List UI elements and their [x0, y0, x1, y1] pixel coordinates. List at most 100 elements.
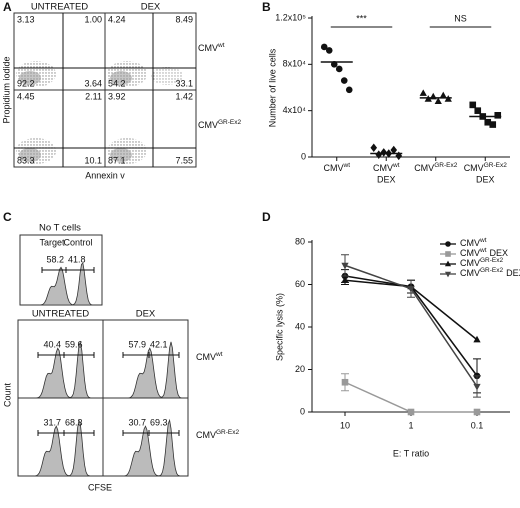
x-tick-label: 10: [340, 420, 350, 430]
y-tick-label: 8x10⁴: [283, 59, 307, 69]
marker: [345, 86, 353, 94]
histogram: [103, 418, 188, 477]
gate-value: 58.2: [46, 254, 64, 264]
marker: [473, 335, 481, 343]
marker: [407, 286, 415, 293]
quadrant-value: 87.1: [108, 155, 126, 165]
x-tick-label: CMVwt: [324, 162, 351, 174]
quadrant-value: 3.64: [84, 78, 102, 88]
marker: [419, 89, 427, 96]
marker: [370, 143, 378, 153]
y-tick-label: 20: [295, 364, 305, 374]
panel-label: A: [3, 0, 12, 14]
label-sup: GR-Ex2: [480, 267, 504, 274]
series-line: [344, 381, 477, 413]
label-base: CMV: [460, 258, 480, 268]
marker: [473, 408, 481, 416]
x-axis-label: CFSE: [88, 482, 112, 492]
x-tick-label: CMVGR-Ex2: [464, 162, 508, 174]
column-header: UNTREATED: [31, 2, 88, 13]
quadrant-value: 1.00: [84, 14, 102, 24]
marker: [484, 118, 492, 126]
y-axis-label: Count: [2, 383, 12, 408]
row-label: CMVGR-Ex2: [196, 429, 240, 441]
marker: [494, 112, 502, 119]
histogram: [18, 340, 103, 399]
x-tick-label: CMVwt: [373, 162, 400, 174]
marker: [341, 378, 349, 386]
x-tick-label-line2: DEX: [377, 174, 396, 184]
gate-value: 68.3: [65, 417, 83, 427]
y-axis-label: Propidium iodide: [1, 56, 11, 123]
cell-density: [151, 67, 183, 85]
y-tick-label: 4x10⁴: [283, 105, 307, 115]
gate-value: 59.6: [65, 339, 83, 349]
quadrant-value: 92.2: [17, 78, 35, 88]
gate-value: 57.9: [128, 339, 146, 349]
marker: [474, 107, 482, 114]
label-base: CMV: [460, 248, 480, 258]
label-sup: GR-Ex2: [218, 119, 242, 126]
x-axis-label: Annexin v: [85, 170, 125, 180]
label-base: CMV: [460, 238, 480, 248]
marker: [407, 408, 415, 416]
label-sup: GR-Ex2: [484, 162, 508, 169]
label-base: CMV: [464, 163, 484, 173]
x-axis-label: E: T ratio: [393, 448, 429, 458]
label-sup: wt: [392, 162, 400, 169]
marker: [341, 276, 349, 283]
label-base: CMV: [198, 43, 218, 53]
histogram: [103, 341, 188, 399]
marker: [390, 145, 398, 155]
y-tick-label: 0: [300, 406, 305, 416]
y-axis-label: Number of live cells: [267, 48, 277, 127]
label-base: CMV: [324, 163, 344, 173]
histogram: [18, 418, 103, 477]
quadrant-value: 10.1: [84, 155, 102, 165]
marker: [489, 121, 497, 128]
column-header: DEX: [141, 2, 161, 13]
label-base: CMV: [196, 352, 216, 362]
histogram: [20, 262, 102, 306]
plot-frame: [104, 89, 197, 168]
panel-label: B: [262, 0, 271, 14]
label-base: CMV: [196, 430, 216, 440]
marker: [320, 43, 328, 51]
cell-density: [110, 148, 132, 162]
label-base: CMV: [373, 163, 393, 173]
cell-density: [19, 148, 41, 162]
label-base: CMV: [198, 120, 218, 130]
quadrant-value: 3.13: [17, 14, 35, 24]
label-sup: GR-Ex2: [434, 162, 458, 169]
gate-label: Control: [63, 237, 92, 247]
label-base: CMV: [460, 268, 480, 278]
label-sup: wt: [217, 42, 225, 49]
quadrant-value: 2.11: [85, 91, 102, 101]
row-label: CMVwt: [196, 351, 223, 363]
quadrant-value: 1.42: [175, 91, 193, 101]
legend-label: CMVGR-Ex2: [460, 257, 504, 269]
gate-value: 30.7: [128, 417, 146, 427]
marker: [325, 47, 333, 54]
marker: [340, 77, 348, 84]
legend-label: CMVwt: [460, 237, 487, 249]
y-tick-label: 60: [295, 279, 305, 289]
control-title: No T cells: [39, 223, 81, 234]
significance-label: ***: [356, 13, 367, 23]
label-sup: GR-Ex2: [216, 429, 240, 436]
marker: [473, 383, 481, 391]
y-axis-label: Specific lysis (%): [274, 293, 284, 361]
label-sup: wt: [479, 247, 487, 254]
row-label: CMVGR-Ex2: [198, 119, 242, 131]
marker: [375, 150, 383, 159]
quadrant-value: 54.2: [108, 78, 126, 88]
gate-value: 41.8: [68, 254, 86, 264]
label-extra: DEX: [506, 268, 520, 278]
quadrant-value: 8.49: [175, 14, 193, 24]
quadrant-value: 3.92: [108, 91, 126, 101]
gate-value: 42.1: [150, 339, 168, 349]
cell-density: [19, 71, 41, 85]
column-header: UNTREATED: [32, 309, 89, 320]
